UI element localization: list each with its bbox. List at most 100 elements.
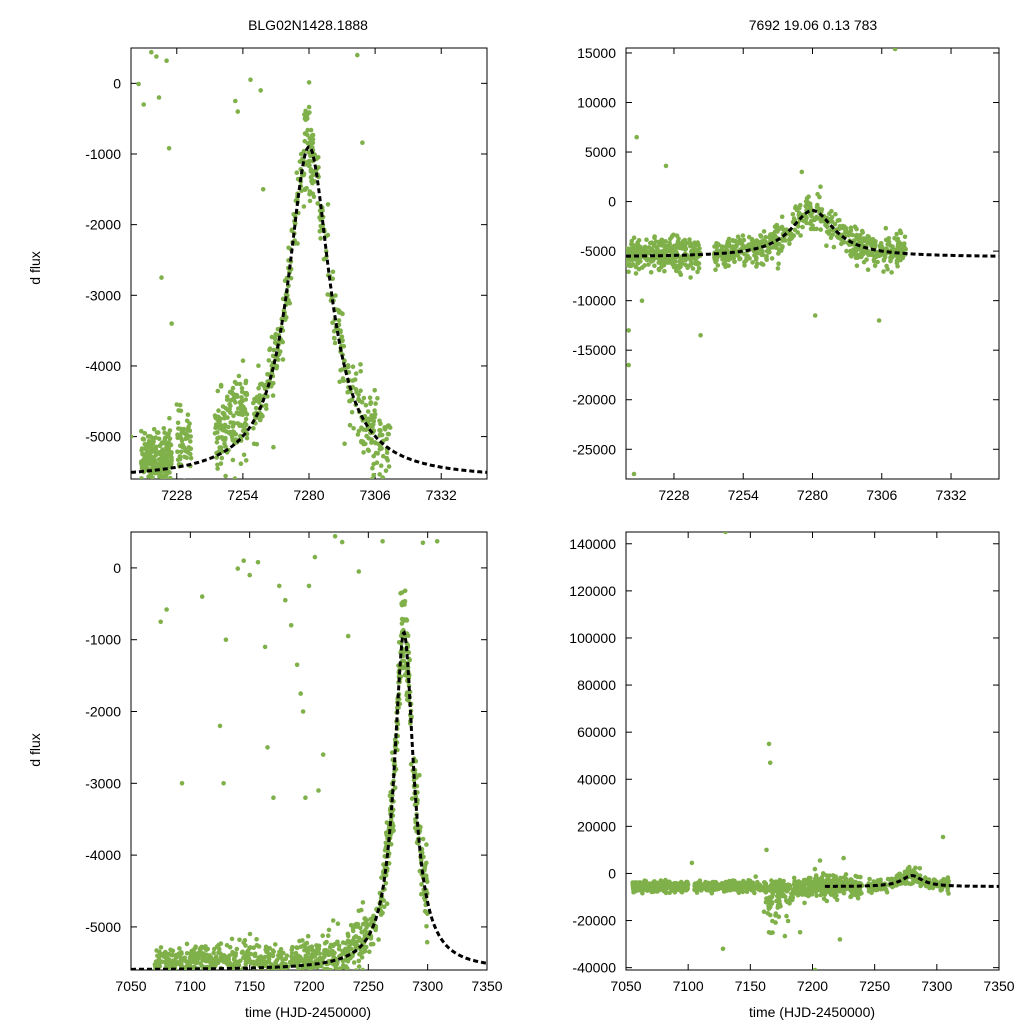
y-tick-label: 10000	[577, 94, 616, 110]
data-point	[265, 745, 270, 750]
data-point	[812, 216, 817, 221]
data-point	[296, 967, 301, 970]
data-point	[827, 873, 832, 878]
data-point	[302, 138, 308, 144]
data-point	[761, 909, 767, 914]
data-point	[775, 266, 781, 271]
data-point	[885, 266, 890, 272]
x-tick-label: 7050	[610, 978, 641, 994]
data-point	[333, 293, 338, 298]
data-point	[812, 313, 818, 318]
data-point	[391, 828, 396, 833]
data-point	[896, 241, 901, 247]
data-point	[306, 150, 311, 155]
data-point	[829, 208, 834, 214]
data-point	[226, 430, 231, 435]
data-point	[354, 390, 359, 395]
data-point	[298, 944, 304, 950]
data-point	[211, 950, 216, 956]
data-point	[382, 848, 388, 853]
data-point	[670, 233, 675, 239]
y-tick-label: 140000	[569, 536, 616, 552]
x-tick-label: 7250	[353, 978, 384, 994]
data-point	[320, 971, 325, 976]
data-point	[161, 458, 167, 463]
data-point	[648, 887, 654, 892]
data-point	[434, 539, 440, 544]
data-point	[222, 441, 227, 447]
data-point	[348, 922, 354, 928]
data-point	[763, 890, 769, 895]
data-point	[818, 892, 824, 898]
data-point	[423, 873, 429, 878]
data-point	[633, 271, 639, 276]
x-tick-label: 7350	[983, 978, 1014, 994]
data-point	[350, 378, 356, 383]
data-point	[365, 409, 371, 414]
data-point	[742, 263, 747, 268]
data-point	[759, 261, 764, 266]
data-point	[734, 244, 739, 249]
data-point	[358, 362, 363, 367]
data-point	[166, 482, 171, 487]
data-point	[784, 913, 789, 919]
data-point	[673, 881, 679, 886]
data-point	[196, 954, 201, 959]
data-point	[390, 823, 396, 829]
data-point	[409, 714, 414, 719]
data-point	[848, 894, 853, 900]
data-points	[152, 534, 440, 977]
data-point	[179, 430, 184, 435]
data-point	[665, 245, 670, 250]
data-point	[306, 583, 312, 589]
data-point	[167, 451, 173, 456]
data-point	[232, 970, 237, 975]
data-point	[655, 889, 660, 894]
data-point	[626, 362, 631, 368]
data-point	[168, 475, 173, 479]
data-point	[423, 909, 429, 915]
data-point	[883, 225, 889, 231]
data-point	[303, 795, 308, 800]
data-point	[636, 238, 642, 243]
data-point	[142, 455, 147, 461]
data-point	[788, 895, 793, 900]
data-point	[631, 471, 637, 477]
data-point	[234, 959, 240, 965]
data-point	[139, 459, 145, 465]
data-point	[372, 412, 378, 417]
data-point	[166, 963, 172, 968]
data-point	[351, 960, 357, 965]
data-point	[760, 252, 766, 258]
data-points	[630, 532, 951, 970]
data-point	[318, 957, 324, 962]
data-point	[311, 194, 317, 200]
data-point	[650, 256, 656, 262]
data-point	[262, 386, 268, 392]
data-point	[222, 416, 227, 421]
data-point	[871, 257, 877, 263]
x-tick-label: 7332	[426, 487, 457, 503]
data-point	[257, 962, 263, 967]
data-point	[164, 58, 169, 63]
data-point	[307, 140, 313, 146]
data-point	[386, 423, 391, 428]
data-point	[188, 446, 194, 452]
data-point	[242, 938, 248, 943]
chart-title-right: 7692 19.06 0.13 783	[749, 17, 878, 33]
data-point	[140, 436, 146, 442]
data-point	[139, 476, 144, 479]
data-point	[818, 227, 823, 232]
data-point	[770, 890, 776, 895]
y-tick-label: -1000	[85, 146, 121, 162]
data-point	[819, 875, 825, 880]
data-point	[139, 446, 145, 451]
data-point	[222, 412, 227, 418]
data-point	[809, 886, 814, 891]
data-point	[693, 885, 698, 890]
data-point	[728, 883, 733, 889]
data-point	[235, 109, 241, 114]
data-point	[216, 972, 221, 977]
data-point	[345, 363, 351, 368]
data-point	[336, 946, 342, 952]
